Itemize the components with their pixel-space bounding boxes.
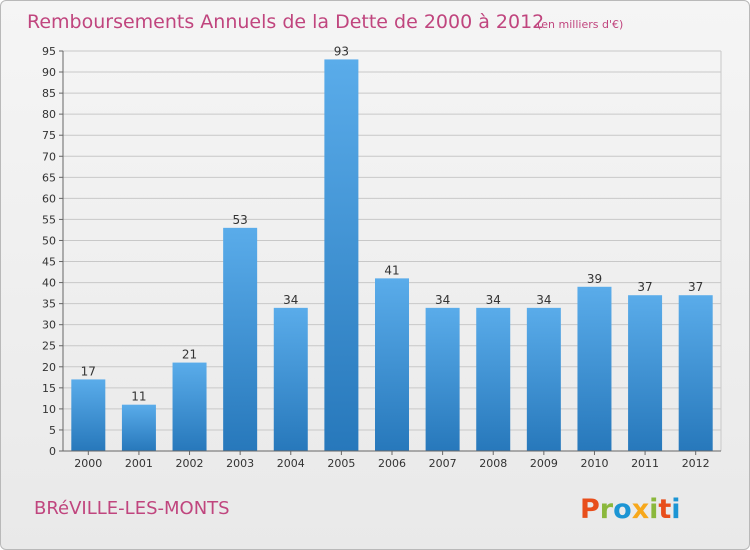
x-tick-label: 2010 xyxy=(580,457,608,470)
y-tick-label: 95 xyxy=(42,45,56,58)
bar xyxy=(375,278,409,451)
y-tick-label: 35 xyxy=(42,298,56,311)
y-tick-label: 40 xyxy=(42,277,56,290)
bar xyxy=(71,379,106,451)
bar xyxy=(121,404,156,451)
y-tick-label: 15 xyxy=(42,382,56,395)
bar-value-label: 34 xyxy=(435,293,450,307)
x-tick-label: 2011 xyxy=(631,457,659,470)
plot-area: 0 5 10 15 20 25 30 35 40 45 50 55 60 65 70 75 80 85 90 95 17… xyxy=(42,44,722,470)
logo-letter: i xyxy=(649,494,658,525)
logo-letter: o xyxy=(613,494,632,525)
x-tick-label: 2003 xyxy=(226,457,254,470)
proxiti-logo: Proxiti xyxy=(580,494,681,525)
bar xyxy=(476,307,511,451)
y-tick-label: 45 xyxy=(42,256,56,269)
bar-value-label: 21 xyxy=(182,348,197,362)
bar-value-label: 34 xyxy=(283,293,298,307)
bar-value-label: 53 xyxy=(233,213,248,227)
bar xyxy=(273,307,308,451)
bar-value-label: 41 xyxy=(384,263,399,277)
bar-value-label: 17 xyxy=(81,364,96,378)
x-tick-label: 2001 xyxy=(125,457,153,470)
bar xyxy=(628,295,663,451)
bar-value-label: 37 xyxy=(688,280,703,294)
logo-letter: x xyxy=(632,494,649,525)
bar xyxy=(172,362,207,451)
logo-letter: r xyxy=(600,494,614,525)
y-tick-label: 75 xyxy=(42,129,56,142)
bar-value-label: 34 xyxy=(536,293,551,307)
x-tick-label: 2007 xyxy=(429,457,457,470)
x-tick-label: 2009 xyxy=(530,457,558,470)
bar xyxy=(425,307,460,451)
y-tick-label: 5 xyxy=(49,424,56,437)
y-tick-label: 50 xyxy=(42,234,56,247)
bar xyxy=(577,286,612,451)
y-tick-label: 70 xyxy=(42,150,56,163)
y-tick-label: 30 xyxy=(42,319,56,332)
y-tick-label: 90 xyxy=(42,66,56,79)
bar-value-label: 11 xyxy=(131,390,146,404)
y-tick-label: 10 xyxy=(42,403,56,416)
bar-value-label: 34 xyxy=(486,293,501,307)
chart-unit: (en milliers d'€) xyxy=(537,18,623,31)
bar xyxy=(223,227,258,451)
y-tick-label: 65 xyxy=(42,171,56,184)
x-tick-label: 2012 xyxy=(682,457,710,470)
x-tick-label: 2005 xyxy=(327,457,355,470)
y-tick-label: 55 xyxy=(42,213,56,226)
x-tick-label: 2000 xyxy=(74,457,102,470)
y-tick-label: 25 xyxy=(42,340,56,353)
x-tick-label: 2006 xyxy=(378,457,406,470)
bar xyxy=(526,307,561,451)
y-tick-label: 80 xyxy=(42,108,56,121)
bar-value-label: 93 xyxy=(334,44,349,58)
bar-value-label: 39 xyxy=(587,272,602,286)
y-tick-label: 20 xyxy=(42,361,56,374)
y-tick-label: 60 xyxy=(42,192,56,205)
chart-title: Remboursements Annuels de la Dette de 20… xyxy=(27,11,544,33)
logo-letter: t xyxy=(658,494,671,525)
bar xyxy=(678,295,713,451)
logo-letter: P xyxy=(580,494,600,525)
bar-value-label: 37 xyxy=(637,280,652,294)
x-tick-label: 2002 xyxy=(176,457,204,470)
x-tick-label: 2004 xyxy=(277,457,305,470)
y-tick-label: 0 xyxy=(49,445,56,458)
y-tick-label: 85 xyxy=(42,87,56,100)
bar xyxy=(324,59,359,451)
commune-name: BRéVILLE-LES-MONTS xyxy=(34,498,230,519)
x-tick-label: 2008 xyxy=(479,457,507,470)
logo-letter: i xyxy=(671,494,680,525)
